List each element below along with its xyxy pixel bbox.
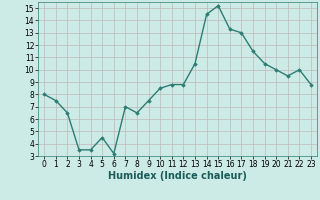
X-axis label: Humidex (Indice chaleur): Humidex (Indice chaleur) xyxy=(108,171,247,181)
